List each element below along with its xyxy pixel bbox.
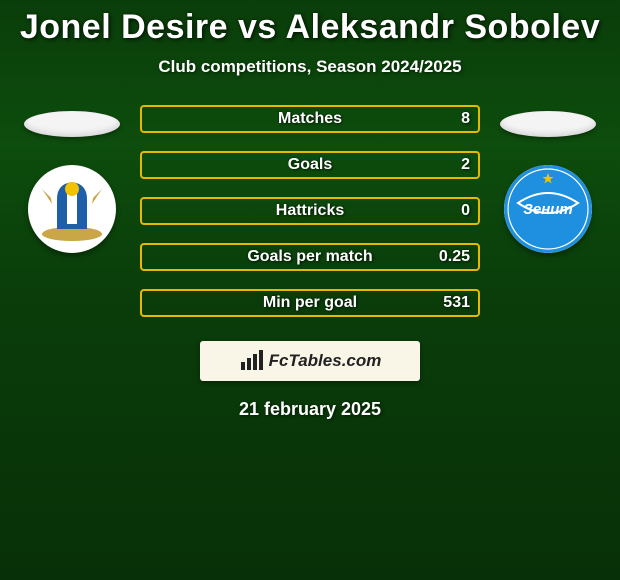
stat-value-right: 0.25: [439, 248, 470, 266]
stat-bars: Matches 8 Goals 2 Hattricks 0 Goals per …: [140, 105, 480, 317]
right-side: Зенит: [498, 105, 598, 253]
stat-label: Matches: [278, 110, 342, 128]
stat-row-goals-per-match: Goals per match 0.25: [140, 243, 480, 271]
left-club-logo: [28, 165, 116, 253]
stat-label: Min per goal: [263, 294, 357, 312]
page-subtitle: Club competitions, Season 2024/2025: [158, 57, 461, 77]
stat-value-right: 8: [461, 110, 470, 128]
left-side: [22, 105, 122, 253]
stat-value-right: 531: [443, 294, 470, 312]
stat-value-right: 2: [461, 156, 470, 174]
stat-row-min-per-goal: Min per goal 531: [140, 289, 480, 317]
brand-text: FcTables.com: [269, 351, 382, 371]
club-crest-icon: [37, 174, 107, 244]
stat-row-goals: Goals 2: [140, 151, 480, 179]
left-nation-flag: [24, 111, 120, 137]
right-club-logo: Зенит: [504, 165, 592, 253]
date-label: 21 february 2025: [239, 399, 381, 420]
stat-label: Goals per match: [247, 248, 372, 266]
club-crest-icon: Зенит: [504, 165, 592, 253]
stat-label: Hattricks: [276, 202, 344, 220]
root: Jonel Desire vs Aleksandr Sobolev Club c…: [0, 0, 620, 420]
stat-value-right: 0: [461, 202, 470, 220]
brand-chart-icon: [239, 350, 265, 372]
comparison-area: Matches 8 Goals 2 Hattricks 0 Goals per …: [0, 105, 620, 317]
stat-row-matches: Matches 8: [140, 105, 480, 133]
stat-row-hattricks: Hattricks 0: [140, 197, 480, 225]
right-nation-flag: [500, 111, 596, 137]
page-title: Jonel Desire vs Aleksandr Sobolev: [20, 8, 600, 47]
stat-label: Goals: [288, 156, 332, 174]
club-text: Зенит: [523, 201, 573, 218]
brand-badge: FcTables.com: [200, 341, 420, 381]
